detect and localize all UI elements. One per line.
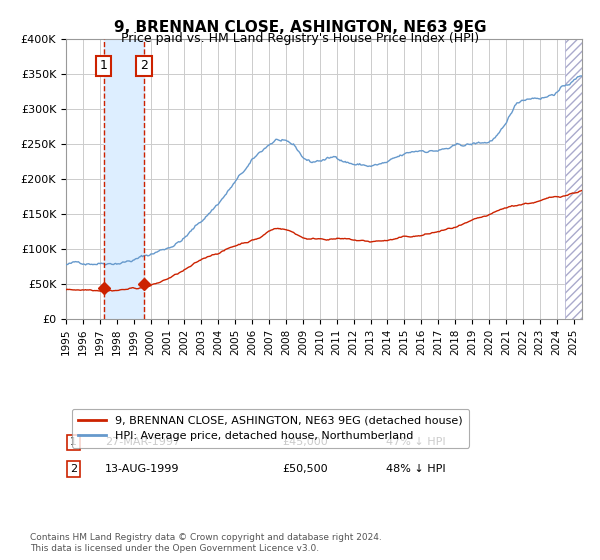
Text: 2: 2 [140, 59, 148, 72]
Bar [104, 39, 144, 319]
Legend: 9, BRENNAN CLOSE, ASHINGTON, NE63 9EG (detached house), HPI: Average price, deta: 9, BRENNAN CLOSE, ASHINGTON, NE63 9EG (d… [71, 409, 469, 447]
Text: 27-MAR-1997: 27-MAR-1997 [104, 437, 180, 447]
Text: £50,500: £50,500 [283, 464, 328, 474]
Bar [565, 39, 582, 319]
Text: 9, BRENNAN CLOSE, ASHINGTON, NE63 9EG: 9, BRENNAN CLOSE, ASHINGTON, NE63 9EG [114, 20, 486, 35]
Text: £45,000: £45,000 [283, 437, 328, 447]
Text: 48% ↓ HPI: 48% ↓ HPI [386, 464, 446, 474]
Text: 47% ↓ HPI: 47% ↓ HPI [386, 437, 446, 447]
Text: 1: 1 [70, 437, 77, 447]
Bar [565, 39, 582, 319]
Text: 1: 1 [100, 59, 107, 72]
Text: 2: 2 [70, 464, 77, 474]
Text: 13-AUG-1999: 13-AUG-1999 [104, 464, 179, 474]
Text: Contains HM Land Registry data © Crown copyright and database right 2024.
This d: Contains HM Land Registry data © Crown c… [30, 533, 382, 553]
Text: Price paid vs. HM Land Registry's House Price Index (HPI): Price paid vs. HM Land Registry's House … [121, 32, 479, 45]
